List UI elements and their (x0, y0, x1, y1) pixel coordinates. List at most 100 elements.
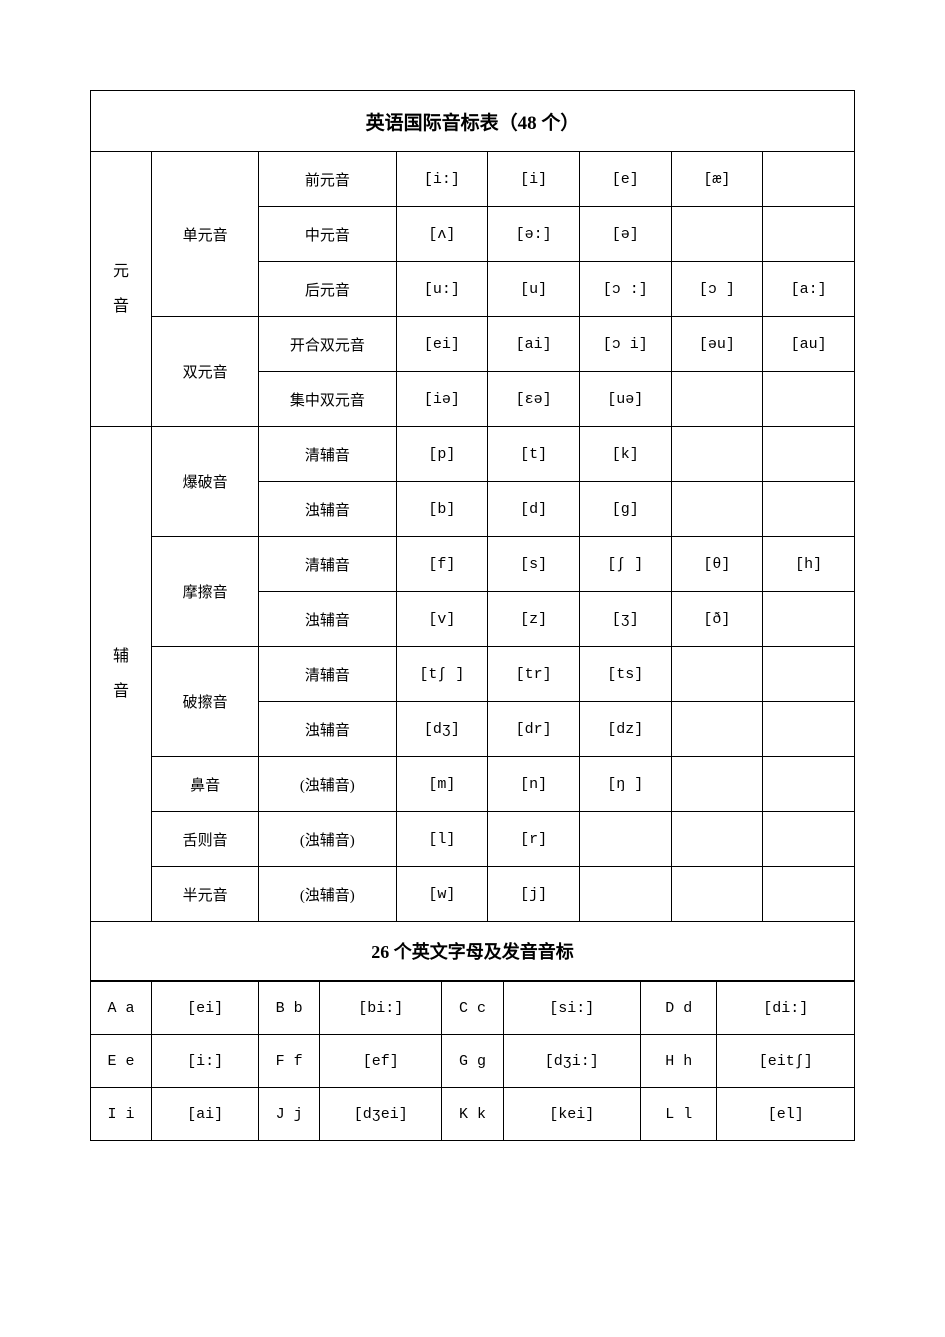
phoneme-cell (763, 427, 855, 482)
phoneme-cell: [u] (488, 262, 580, 317)
phoneme-cell (579, 812, 671, 867)
letter-cell: I i (91, 1088, 152, 1141)
pron-cell: [bi:] (320, 982, 442, 1035)
phoneme-cell (763, 372, 855, 427)
group-label: 单元音 (152, 152, 259, 317)
phoneme-cell: [əu] (671, 317, 763, 372)
phoneme-cell: [r] (488, 812, 580, 867)
consonants-label: 辅音 (91, 427, 152, 922)
phoneme-cell: [k] (579, 427, 671, 482)
group-label: 爆破音 (152, 427, 259, 537)
phoneme-cell (763, 702, 855, 757)
phoneme-cell: [ɔ ] (671, 262, 763, 317)
phoneme-cell (671, 482, 763, 537)
letter-cell: H h (641, 1035, 717, 1088)
phonetic-table: 英语国际音标表（48 个） 元音 单元音 前元音 [i:] [i] [e] [æ… (90, 90, 855, 981)
phoneme-cell (671, 757, 763, 812)
group-label: 双元音 (152, 317, 259, 427)
sub-label: (浊辅音) (259, 757, 397, 812)
phoneme-cell: [s] (488, 537, 580, 592)
phoneme-cell: [v] (396, 592, 488, 647)
sub-label: 中元音 (259, 207, 397, 262)
phoneme-cell: [i:] (396, 152, 488, 207)
phoneme-cell: [ʌ] (396, 207, 488, 262)
phoneme-cell: [ŋ ] (579, 757, 671, 812)
pron-cell: [ei] (152, 982, 259, 1035)
phoneme-cell: [l] (396, 812, 488, 867)
letter-cell: A a (91, 982, 152, 1035)
phoneme-cell (671, 867, 763, 922)
phoneme-cell: [f] (396, 537, 488, 592)
group-label: 摩擦音 (152, 537, 259, 647)
pron-cell: [di:] (717, 982, 855, 1035)
phoneme-cell (671, 702, 763, 757)
phoneme-cell: [ɛə] (488, 372, 580, 427)
alphabet-table: A a [ei] B b [bi:] C c [si:] D d [di:] E… (90, 981, 855, 1141)
phoneme-cell: [ɔ :] (579, 262, 671, 317)
pron-cell: [kei] (503, 1088, 641, 1141)
phoneme-cell (671, 812, 763, 867)
phoneme-cell: [ɔ i] (579, 317, 671, 372)
letter-cell: L l (641, 1088, 717, 1141)
sub-label: 清辅音 (259, 647, 397, 702)
letter-cell: D d (641, 982, 717, 1035)
phoneme-cell (763, 482, 855, 537)
phoneme-cell: [p] (396, 427, 488, 482)
phoneme-cell: [t∫ ] (396, 647, 488, 702)
sub-label: 开合双元音 (259, 317, 397, 372)
letter-cell: E e (91, 1035, 152, 1088)
phoneme-cell: [æ] (671, 152, 763, 207)
phoneme-cell (671, 207, 763, 262)
sub-label: 前元音 (259, 152, 397, 207)
phoneme-cell: [dr] (488, 702, 580, 757)
pron-cell: [eit∫] (717, 1035, 855, 1088)
phoneme-cell (763, 592, 855, 647)
sub-label: 清辅音 (259, 537, 397, 592)
sub-label: 浊辅音 (259, 592, 397, 647)
pron-cell: [i:] (152, 1035, 259, 1088)
letter-cell: K k (442, 1088, 503, 1141)
vowels-label: 元音 (91, 152, 152, 427)
letter-cell: G g (442, 1035, 503, 1088)
sub-label: 浊辅音 (259, 702, 397, 757)
phoneme-cell: [t] (488, 427, 580, 482)
group-label: 半元音 (152, 867, 259, 922)
sub-label: 浊辅音 (259, 482, 397, 537)
phoneme-cell: [b] (396, 482, 488, 537)
phoneme-cell (763, 757, 855, 812)
pron-cell: [ai] (152, 1088, 259, 1141)
phoneme-cell: [u:] (396, 262, 488, 317)
pron-cell: [si:] (503, 982, 641, 1035)
phoneme-cell: [uə] (579, 372, 671, 427)
phoneme-cell (763, 152, 855, 207)
phoneme-cell: [e] (579, 152, 671, 207)
phoneme-cell: [au] (763, 317, 855, 372)
phoneme-cell: [ai] (488, 317, 580, 372)
group-label: 鼻音 (152, 757, 259, 812)
phoneme-cell: [w] (396, 867, 488, 922)
phoneme-cell: [m] (396, 757, 488, 812)
phoneme-cell: [d] (488, 482, 580, 537)
phoneme-cell (579, 867, 671, 922)
alphabet-title: 26 个英文字母及发音音标 (91, 922, 855, 981)
phoneme-cell: [z] (488, 592, 580, 647)
phoneme-cell: [i] (488, 152, 580, 207)
phoneme-cell: [h] (763, 537, 855, 592)
phoneme-cell: [θ] (671, 537, 763, 592)
sub-label: (浊辅音) (259, 867, 397, 922)
table-title: 英语国际音标表（48 个） (91, 91, 855, 152)
sub-label: 清辅音 (259, 427, 397, 482)
phoneme-cell: [ʒ] (579, 592, 671, 647)
phoneme-cell: [dz] (579, 702, 671, 757)
phoneme-cell (763, 647, 855, 702)
group-label: 舌则音 (152, 812, 259, 867)
phoneme-cell: [ə:] (488, 207, 580, 262)
phoneme-cell: [ə] (579, 207, 671, 262)
phoneme-cell: [iə] (396, 372, 488, 427)
phoneme-cell: [n] (488, 757, 580, 812)
phoneme-cell (763, 207, 855, 262)
letter-cell: F f (259, 1035, 320, 1088)
phoneme-cell: [g] (579, 482, 671, 537)
letter-cell: B b (259, 982, 320, 1035)
phoneme-cell: [dʒ] (396, 702, 488, 757)
